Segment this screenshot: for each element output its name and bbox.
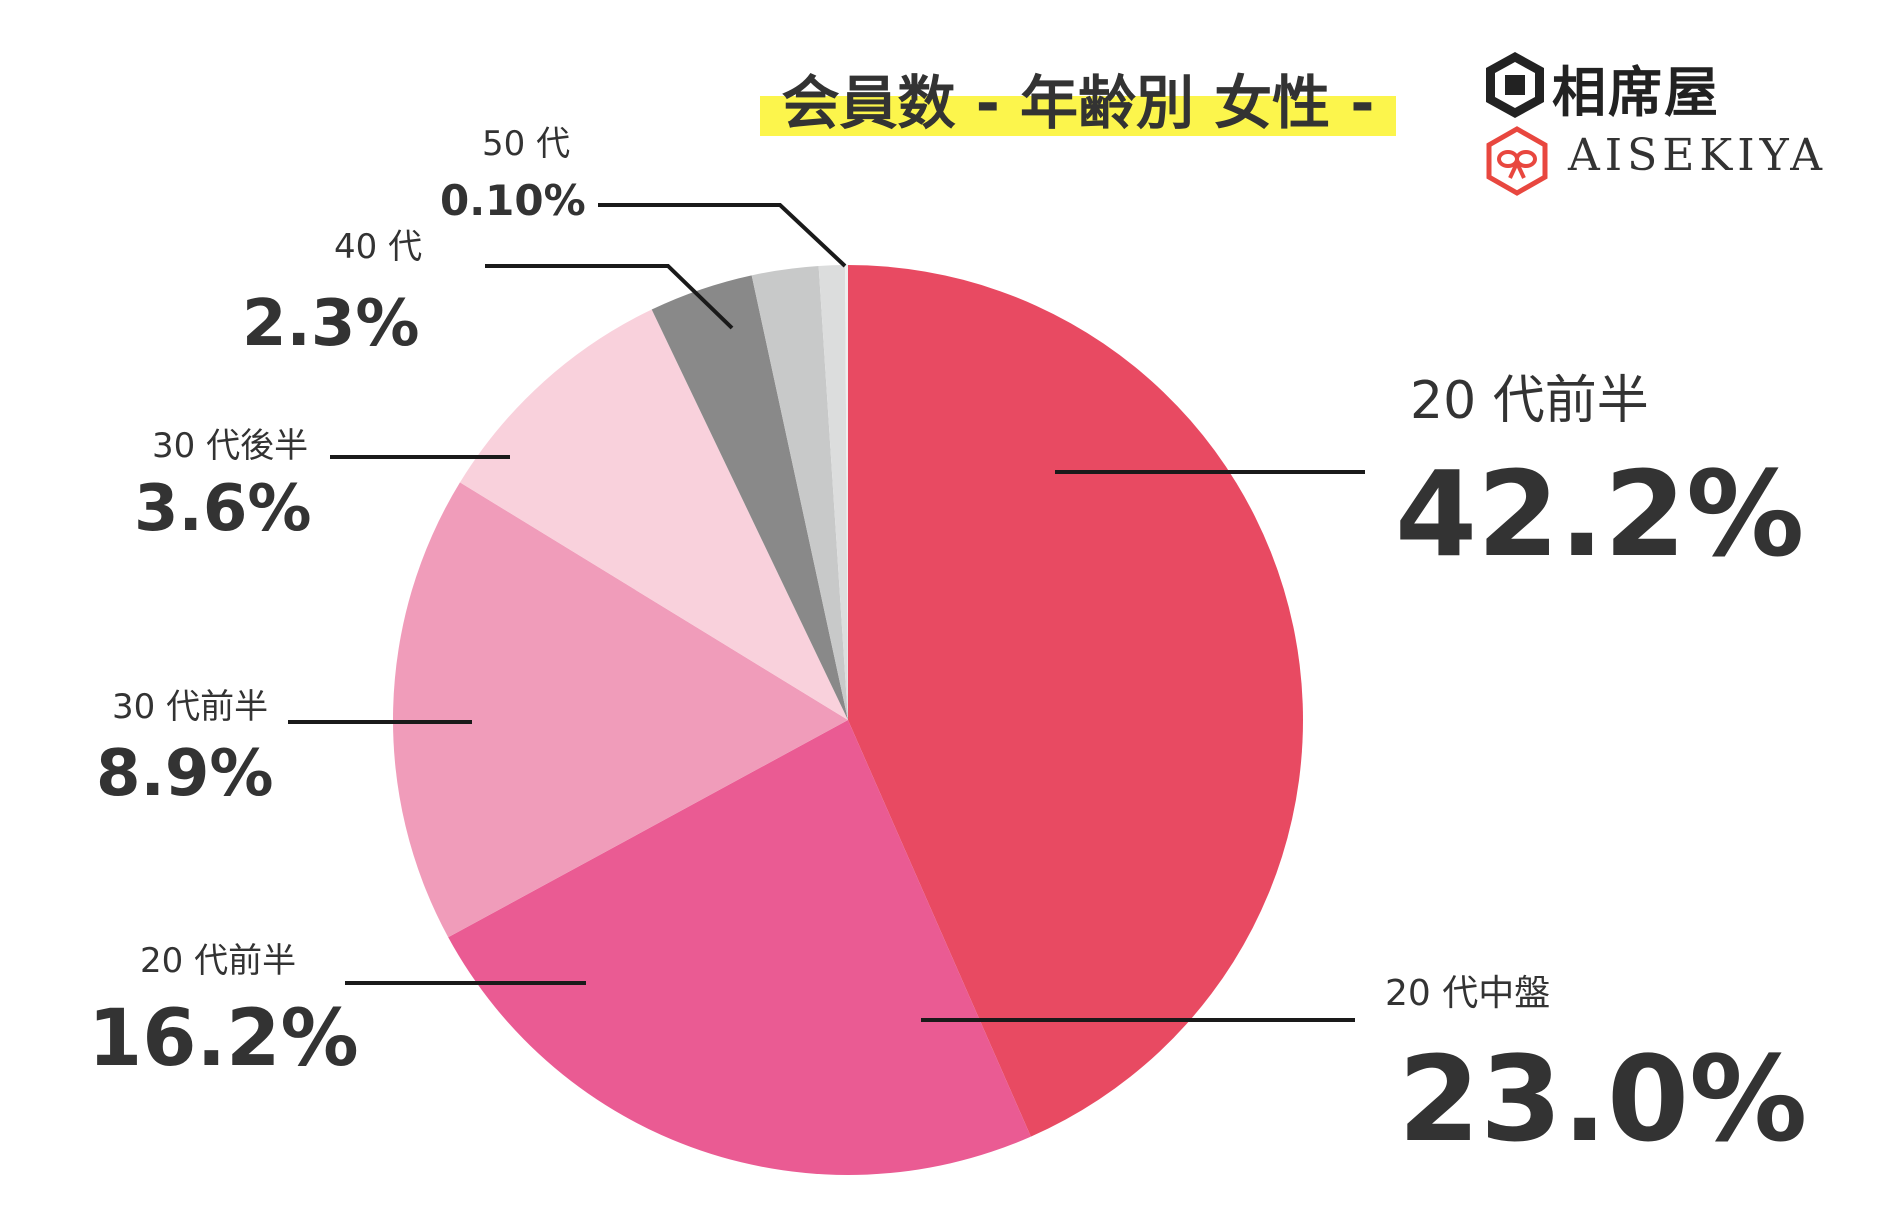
slice-category-label-2: 20 代前半 <box>140 941 296 981</box>
pie-slice-7 <box>845 265 848 720</box>
pie-slice-4 <box>651 275 848 720</box>
pie-slice-1 <box>448 720 1031 1175</box>
logo-name-jp: 相席屋 <box>1552 60 1720 124</box>
brand-logo: 相席屋 AISEKIYA <box>1480 48 1880 198</box>
slice-category-label-7: 50 代 <box>482 124 570 164</box>
title-highlight <box>760 96 1396 136</box>
slice-category-label-5: 40 代 <box>334 227 422 267</box>
logo-crest-icon <box>1486 52 1544 118</box>
slice-value-label-2: 16.2% <box>88 994 359 1084</box>
slice-value-label-7: 0.10% <box>440 176 586 225</box>
slice-category-label-1: 20 代中盤 <box>1385 973 1550 1014</box>
logo-mark-icon <box>1486 126 1548 196</box>
leader-line-7 <box>598 203 847 268</box>
slice-value-label-4: 3.6% <box>134 472 312 546</box>
pie-slice-3 <box>459 309 848 720</box>
chart-title-block: 会員数 - 年齢別 女性 - <box>760 58 1396 140</box>
slice-category-label-4: 30 代後半 <box>152 426 308 466</box>
slice-value-label-5: 2.3% <box>242 287 420 361</box>
slice-value-label-0: 42.2% <box>1395 445 1804 583</box>
slice-value-label-3: 8.9% <box>96 737 274 811</box>
pie-slice-2 <box>392 482 848 938</box>
pie-slice-0 <box>848 265 1304 1137</box>
chart-title: 会員数 - 年齢別 女性 - <box>781 69 1375 137</box>
pie-slice-5 <box>751 265 848 720</box>
logo-name-en: AISEKIYA <box>1568 130 1828 181</box>
slice-value-label-1: 23.0% <box>1398 1030 1807 1168</box>
slice-category-label-0: 20 代前半 <box>1410 371 1649 431</box>
slice-category-label-3: 30 代前半 <box>112 687 268 727</box>
pie-slice-6 <box>818 265 848 720</box>
leader-line-5 <box>485 264 734 330</box>
